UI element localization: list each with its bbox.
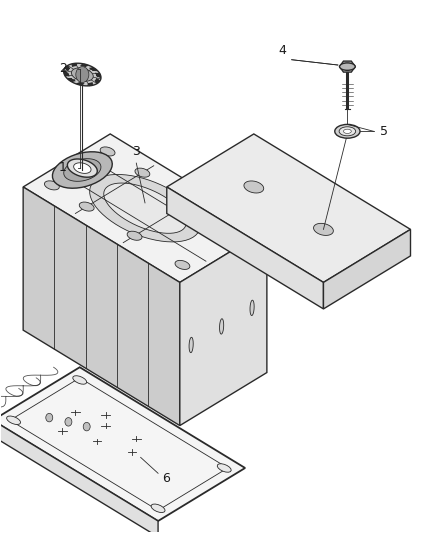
Polygon shape (167, 134, 410, 282)
Polygon shape (219, 319, 224, 334)
Polygon shape (135, 168, 150, 177)
Polygon shape (90, 174, 201, 242)
Polygon shape (183, 197, 198, 206)
Polygon shape (0, 367, 245, 521)
Circle shape (83, 422, 90, 431)
Text: 6: 6 (162, 472, 170, 485)
Polygon shape (74, 163, 91, 173)
Polygon shape (314, 223, 333, 236)
Polygon shape (23, 134, 267, 282)
Ellipse shape (339, 127, 356, 136)
Circle shape (46, 414, 53, 422)
Text: 1: 1 (59, 160, 67, 174)
Polygon shape (7, 416, 21, 424)
Ellipse shape (339, 63, 355, 70)
Polygon shape (127, 231, 142, 240)
Circle shape (65, 418, 72, 426)
Polygon shape (64, 159, 101, 181)
Ellipse shape (335, 124, 360, 138)
Polygon shape (180, 229, 267, 425)
Ellipse shape (343, 129, 351, 133)
Text: 4: 4 (279, 44, 286, 57)
Text: 3: 3 (132, 145, 140, 158)
Polygon shape (23, 187, 180, 425)
Polygon shape (167, 187, 323, 309)
Polygon shape (53, 152, 112, 188)
Polygon shape (79, 202, 94, 211)
Polygon shape (231, 227, 246, 236)
Polygon shape (244, 181, 264, 193)
Polygon shape (73, 376, 87, 384)
Polygon shape (67, 159, 97, 177)
Polygon shape (217, 464, 231, 472)
Polygon shape (250, 300, 254, 316)
Polygon shape (71, 68, 93, 81)
Text: 5: 5 (380, 125, 388, 138)
Polygon shape (175, 261, 190, 270)
Circle shape (76, 67, 89, 83)
Polygon shape (323, 229, 410, 309)
Polygon shape (104, 183, 186, 233)
Polygon shape (64, 63, 101, 86)
Polygon shape (339, 61, 355, 72)
Polygon shape (100, 147, 115, 156)
Polygon shape (189, 337, 193, 353)
Polygon shape (44, 181, 60, 190)
Text: 2: 2 (59, 62, 67, 75)
Polygon shape (0, 420, 158, 533)
Polygon shape (151, 504, 165, 513)
